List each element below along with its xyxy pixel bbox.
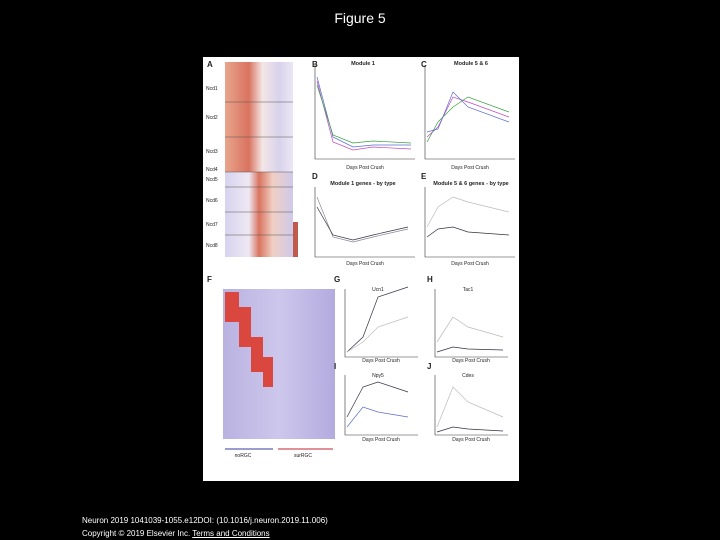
- terms-link[interactable]: Terms and Conditions: [192, 529, 270, 538]
- line-panels: [314, 65, 515, 258]
- row-label: Ncd2: [206, 115, 218, 121]
- heatmap: [225, 172, 293, 257]
- heatmap: [225, 62, 293, 172]
- gene-panels: [344, 286, 508, 436]
- x-axis-label: Days Post Crush: [451, 261, 489, 267]
- panel-letter: G: [334, 275, 340, 284]
- slide-title: Figure 5: [334, 10, 386, 26]
- panel-letter: F: [207, 275, 212, 284]
- row-label: Ncd8: [206, 243, 218, 249]
- panel-letter: H: [427, 275, 433, 284]
- color-scale: [293, 222, 298, 257]
- panel-letter: B: [312, 60, 318, 69]
- x-axis-label: Days Post Crush: [362, 358, 400, 364]
- row-label: Ncd4: [206, 167, 218, 173]
- panel-title: Module 1: [351, 61, 375, 67]
- gene-title: Ucn1: [372, 287, 384, 293]
- group-label: noRGC: [235, 453, 252, 459]
- panel-letter: D: [312, 172, 318, 181]
- x-axis-label: Days Post Crush: [452, 437, 490, 443]
- gene-title: Cdes: [462, 373, 474, 379]
- copyright: Copyright © 2019 Elsevier Inc.: [82, 529, 191, 538]
- panel-letter: E: [421, 172, 427, 181]
- gene-title: Tac1: [463, 287, 474, 293]
- panel-letter: A: [207, 60, 213, 69]
- row-label: Ncd5: [206, 177, 218, 183]
- citation: Neuron 2019 1041039-1055.e12DOI: (10.101…: [82, 516, 328, 525]
- gene-title: Npy5: [372, 373, 384, 379]
- panel-title: Module 1 genes - by type: [330, 181, 395, 187]
- row-label: Ncd3: [206, 149, 218, 155]
- panel-letter: J: [427, 362, 431, 371]
- footer: Neuron 2019 1041039-1055.e12DOI: (10.101…: [82, 514, 328, 540]
- panel-letter: I: [334, 362, 336, 371]
- panel-letter: C: [421, 60, 427, 69]
- row-dividers: [225, 101, 293, 236]
- row-label: Ncd7: [206, 222, 218, 228]
- x-axis-label: Days Post Crush: [346, 165, 384, 171]
- x-axis-label: Days Post Crush: [362, 437, 400, 443]
- group-label: surRGC: [294, 453, 312, 459]
- x-axis-label: Days Post Crush: [346, 261, 384, 267]
- panel-title: Module 5 & 6: [454, 61, 488, 67]
- x-axis-label: Days Post Crush: [452, 358, 490, 364]
- x-axis-label: Days Post Crush: [451, 165, 489, 171]
- figure: A B C D E F G H I J Ncd1 Ncd2 Ncd3 Ncd4 Ncd5 Ncd6 Ncd7 Nc…: [203, 57, 519, 481]
- row-label: Ncd1: [206, 86, 218, 92]
- row-label: Ncd6: [206, 198, 218, 204]
- panel-title: Module 5 & 6 genes - by type: [433, 181, 509, 187]
- heatmap-hot: [225, 292, 273, 387]
- copyright-line: Copyright © 2019 Elsevier Inc. Terms and…: [82, 527, 328, 540]
